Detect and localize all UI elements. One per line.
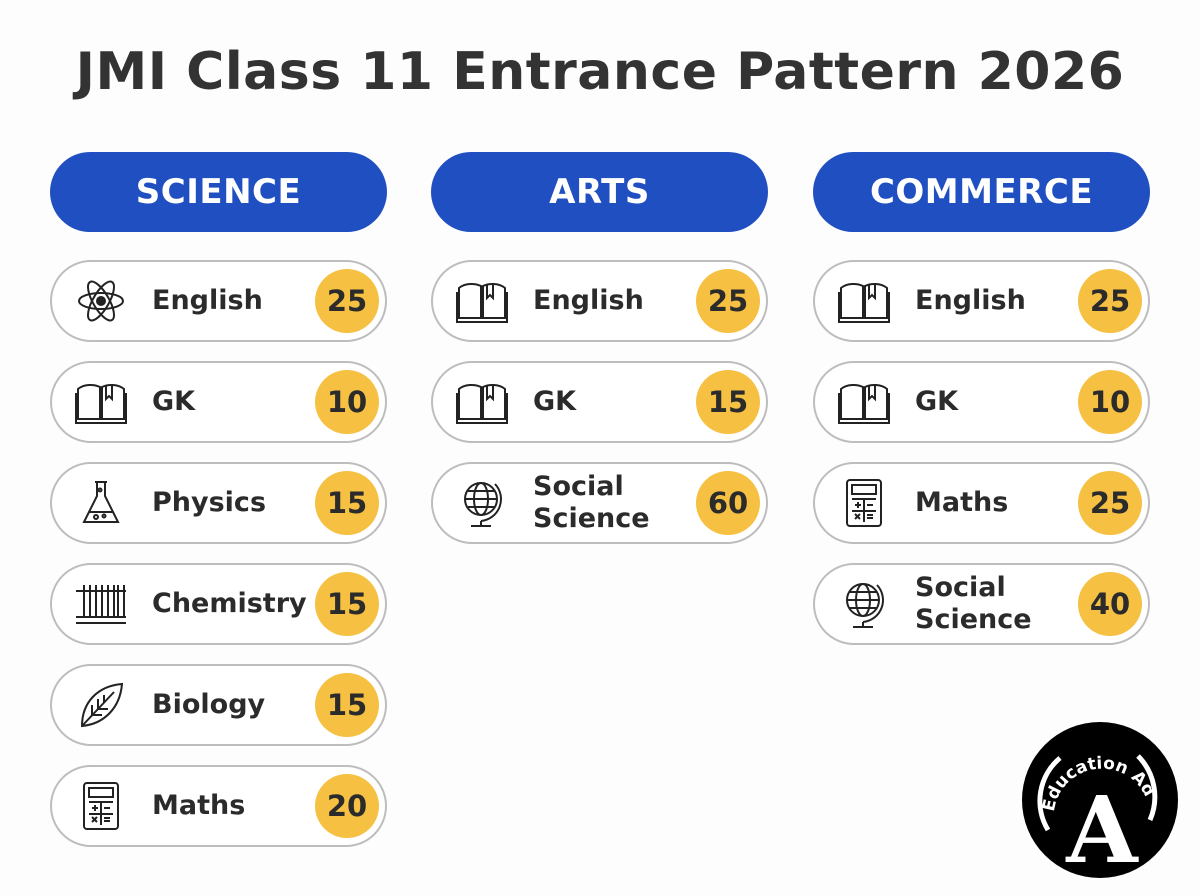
- column-arts: ARTS English 25: [431, 152, 768, 563]
- subject-row: GK 15: [431, 361, 768, 443]
- marks-badge: 10: [315, 370, 379, 434]
- marks-badge: 25: [696, 269, 760, 333]
- subject-label: Biology: [152, 689, 266, 720]
- leaf-icon: [74, 678, 128, 732]
- globe-icon: [455, 476, 509, 530]
- subject-row: GK 10: [813, 361, 1150, 443]
- marks-badge: 15: [315, 471, 379, 535]
- subject-row: Social Science 40: [813, 563, 1150, 645]
- marks-badge: 25: [1078, 471, 1142, 535]
- subject-label: Social Science: [915, 572, 1032, 635]
- subject-row: Social Science 60: [431, 462, 768, 544]
- column-header-science: SCIENCE: [50, 152, 387, 232]
- subject-label: GK: [152, 386, 196, 417]
- globe-icon: [837, 577, 891, 631]
- marks-badge: 10: [1078, 370, 1142, 434]
- column-header-arts: ARTS: [431, 152, 768, 232]
- column-header-commerce: COMMERCE: [813, 152, 1150, 232]
- subject-label: Maths: [915, 487, 1009, 518]
- subject-label: GK: [915, 386, 959, 417]
- atom-icon: [74, 274, 128, 328]
- logo-letter: A: [1065, 776, 1139, 880]
- marks-badge: 15: [315, 572, 379, 636]
- subject-row: Biology 15: [50, 664, 387, 746]
- marks-badge: 20: [315, 774, 379, 838]
- subject-row: Physics 15: [50, 462, 387, 544]
- subject-label: Chemistry: [152, 588, 307, 619]
- marks-badge: 25: [315, 269, 379, 333]
- calculator-icon: [837, 476, 891, 530]
- marks-badge: 15: [315, 673, 379, 737]
- subject-label: Physics: [152, 487, 267, 518]
- book-icon: [837, 375, 891, 429]
- flask-icon: [74, 476, 128, 530]
- column-commerce: COMMERCE English 25: [813, 152, 1150, 664]
- marks-badge: 15: [696, 370, 760, 434]
- education-adda-logo: Education Adda A: [1014, 705, 1180, 884]
- book-icon: [74, 375, 128, 429]
- subject-label: English: [533, 285, 644, 316]
- subject-row: Maths 25: [813, 462, 1150, 544]
- calculator-icon: [74, 779, 128, 833]
- subject-row: English 25: [50, 260, 387, 342]
- subject-label: Maths: [152, 790, 246, 821]
- marks-badge: 40: [1078, 572, 1142, 636]
- marks-badge: 25: [1078, 269, 1142, 333]
- subject-label: English: [152, 285, 263, 316]
- subject-row: GK 10: [50, 361, 387, 443]
- book-icon: [837, 274, 891, 328]
- test-tubes-icon: [74, 577, 128, 631]
- subject-row: English 25: [431, 260, 768, 342]
- book-icon: [455, 274, 509, 328]
- marks-badge: 60: [696, 471, 760, 535]
- subject-row: English 25: [813, 260, 1150, 342]
- column-science: SCIENCE English 25: [50, 152, 387, 866]
- subject-label: Social Science: [533, 471, 650, 534]
- page-title: JMI Class 11 Entrance Pattern 2026: [75, 42, 1125, 102]
- subject-label: English: [915, 285, 1026, 316]
- subject-row: Maths 20: [50, 765, 387, 847]
- subject-row: Chemistry 15: [50, 563, 387, 645]
- book-icon: [455, 375, 509, 429]
- subject-label: GK: [533, 386, 577, 417]
